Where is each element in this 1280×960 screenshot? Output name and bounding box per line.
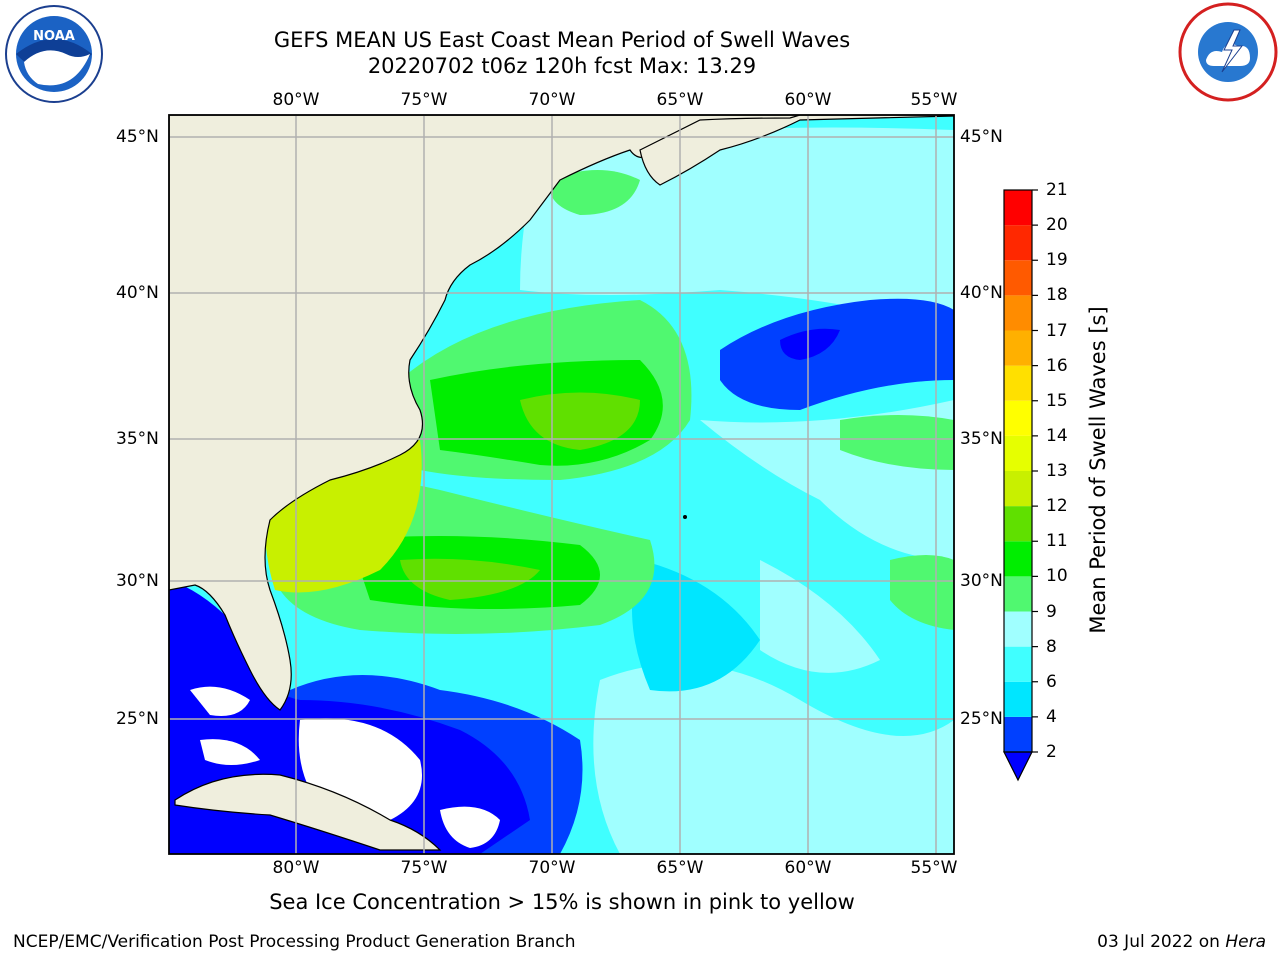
- colorbar-segment: [1004, 541, 1032, 577]
- footer-date-text: 03 Jul 2022 on: [1097, 932, 1220, 952]
- colorbar-segment: [1004, 576, 1032, 612]
- colorbar-label: Mean Period of Swell Waves [s]: [1086, 306, 1110, 634]
- lat-label-right: 40°N: [960, 283, 1003, 303]
- colorbar-tick-label: 12: [1046, 496, 1068, 517]
- lon-label-top: 65°W: [656, 90, 704, 110]
- lon-label-top: 75°W: [400, 90, 448, 110]
- colorbar-tick-label: 19: [1046, 250, 1068, 271]
- lon-label-top: 60°W: [784, 90, 832, 110]
- colorbar-tick-label: 13: [1046, 461, 1068, 481]
- colorbar-tick-label: 2: [1046, 742, 1057, 762]
- colorbar-tick-label: 15: [1046, 390, 1068, 411]
- map-subtitle: 20220702 t06z 120h fcst Max: 13.29: [367, 54, 757, 78]
- colorbar-tick-label: 4: [1046, 706, 1057, 727]
- lat-label-left: 25°N: [116, 709, 159, 729]
- colorbar-tick-label: 14: [1046, 425, 1068, 446]
- colorbar-segment: [1004, 400, 1032, 436]
- colorbar-segment: [1004, 330, 1032, 366]
- lon-label-bottom: 70°W: [528, 858, 576, 878]
- map-title: GEFS MEAN US East Coast Mean Period of S…: [273, 28, 851, 52]
- colorbar-segment: [1004, 471, 1032, 507]
- lon-label-bottom: 55°W: [910, 858, 958, 878]
- nws-logo-icon: [1178, 2, 1278, 102]
- lon-label-bottom: 65°W: [656, 858, 704, 878]
- colorbar-segment: [1004, 190, 1032, 226]
- noaa-logo-icon: NOAA: [5, 5, 103, 103]
- colorbar-tick-label: 11: [1046, 531, 1068, 552]
- footer-date: 03 Jul 2022 on Hera: [1097, 932, 1266, 952]
- colorbar-segment: [1004, 716, 1032, 752]
- lon-label-bottom: 60°W: [784, 858, 832, 878]
- us-east-coast-land: [169, 115, 801, 711]
- colorbar-tick-label: 21: [1046, 180, 1068, 200]
- footer-branch: NCEP/EMC/Verification Post Processing Pr…: [13, 932, 576, 952]
- colorbar-segment: [1004, 435, 1032, 471]
- colorbar: [1003, 189, 1038, 782]
- sea-ice-note: Sea Ice Concentration > 15% is shown in …: [269, 890, 855, 914]
- map-plot-area: [169, 115, 954, 854]
- lat-label-left: 40°N: [116, 283, 159, 303]
- map-frame: [168, 114, 955, 855]
- colorbar-tick-label: 18: [1046, 285, 1068, 306]
- colorbar-segment: [1004, 506, 1032, 542]
- colorbar-tick-label: 20: [1046, 215, 1068, 236]
- noaa-logo-text: NOAA: [33, 29, 75, 44]
- lon-label-bottom: 75°W: [400, 858, 448, 878]
- colorbar-under-arrow: [1003, 751, 1033, 782]
- colorbar-tick-label: 16: [1046, 355, 1068, 376]
- lat-label-left: 35°N: [116, 429, 159, 449]
- colorbar-segment: [1004, 611, 1032, 647]
- colorbar-tick-label: 8: [1046, 636, 1057, 657]
- lat-label-right: 25°N: [960, 709, 1003, 729]
- colorbar-segment: [1004, 225, 1032, 261]
- colorbar-tick-label: 17: [1046, 320, 1068, 341]
- lat-label-left: 45°N: [116, 127, 159, 147]
- footer-host: Hera: [1225, 932, 1266, 952]
- colorbar-tick-label: 10: [1046, 566, 1068, 587]
- colorbar-segment: [1004, 295, 1032, 331]
- colorbar-segment: [1004, 681, 1032, 717]
- lat-label-left: 30°N: [116, 571, 159, 591]
- lat-label-right: 35°N: [960, 429, 1003, 449]
- colorbar-segment: [1004, 365, 1032, 401]
- lon-label-top: 80°W: [272, 90, 320, 110]
- lat-label-right: 30°N: [960, 571, 1003, 591]
- colorbar-tick-label: 9: [1046, 601, 1057, 622]
- colorbar-segment: [1004, 260, 1032, 296]
- lon-label-top: 70°W: [528, 90, 576, 110]
- lat-label-right: 45°N: [960, 127, 1003, 147]
- lon-label-bottom: 80°W: [272, 858, 320, 878]
- map-gridlines: [169, 115, 954, 854]
- lon-label-top: 55°W: [910, 90, 958, 110]
- colorbar-tick-label: 6: [1046, 671, 1057, 692]
- colorbar-segment: [1004, 646, 1032, 682]
